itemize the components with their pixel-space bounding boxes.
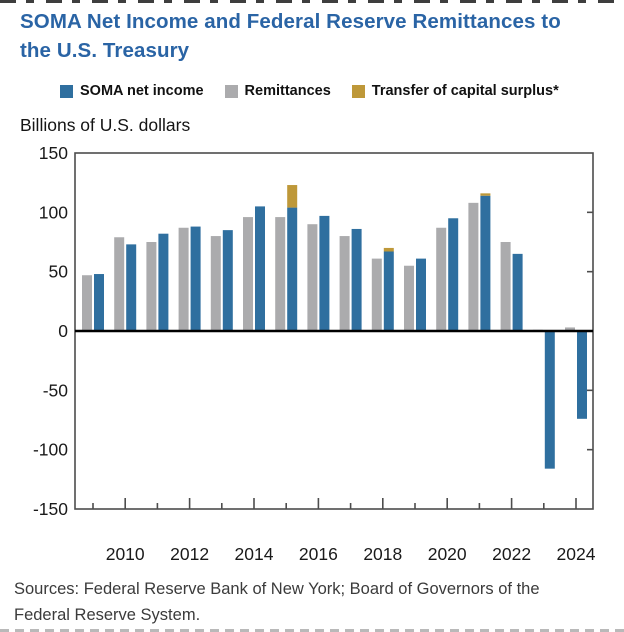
chart-legend: SOMA net income Remittances Transfer of …	[60, 83, 559, 99]
bar-soma-net-income-2016	[319, 215, 330, 331]
legend-item-soma-net-income: SOMA net income	[60, 83, 204, 99]
sources-line-2: Federal Reserve System.	[14, 605, 201, 624]
y-tick-label: 50	[49, 262, 69, 282]
chart-title: SOMA Net Income and Federal Reserve Remi…	[20, 10, 561, 62]
bar-soma-net-income-2024	[577, 331, 587, 419]
bar-soma-net-income-2012	[190, 226, 201, 331]
bar-soma-net-income-2023	[544, 331, 555, 469]
x-tick-label: 2016	[299, 544, 338, 564]
bar-soma-net-income-2010	[126, 244, 137, 331]
bar-soma-net-income-2021	[480, 195, 491, 331]
bar-remittances-2014	[243, 217, 253, 331]
bar-remittances-2020	[436, 227, 447, 331]
x-tick-label: 2014	[235, 544, 274, 564]
y-tick-label: 100	[39, 202, 68, 222]
bar-soma-net-income-2013	[222, 230, 233, 331]
bar-remittances-2024	[565, 327, 575, 331]
remittances-swatch-icon	[224, 84, 238, 98]
bar-remittances-2012	[178, 227, 189, 331]
bar-soma-net-income-2014	[255, 206, 265, 331]
legend-item-remittances: Remittances	[224, 83, 331, 99]
x-tick-label: 2018	[363, 544, 402, 564]
y-tick-label: -100	[33, 440, 68, 460]
bar-remittances-2017	[339, 236, 350, 331]
bar-soma-net-income-2011	[158, 233, 169, 331]
bar-remittances-2010	[114, 237, 125, 331]
x-tick-label: 2010	[106, 544, 145, 564]
bar-soma-net-income-2017	[351, 228, 362, 331]
sources-line-1: Sources: Federal Reserve Bank of New Yor…	[14, 580, 540, 598]
sources-note: Sources: Federal Reserve Bank of New Yor…	[14, 577, 616, 628]
bar-soma-net-income-2015	[287, 207, 298, 331]
bar-soma-net-income-2022	[512, 253, 523, 331]
soma-net-income-swatch-icon	[60, 84, 73, 98]
bar-soma-net-income-2019	[416, 258, 426, 331]
transfer-surplus-swatch-icon	[351, 84, 365, 98]
legend-label: SOMA net income	[80, 83, 204, 99]
bar-remittances-2015	[275, 217, 286, 331]
bar-transfer-capital-surplus-2021	[480, 193, 491, 196]
bar-remittances-2016	[307, 224, 318, 331]
bar-soma-net-income-2018	[383, 251, 394, 331]
x-tick-label: 2022	[492, 544, 531, 564]
cropped-content-bottom	[0, 629, 624, 632]
bar-remittances-2022	[500, 242, 511, 331]
x-tick-label: 2012	[170, 544, 209, 564]
bar-soma-net-income-2020	[448, 218, 459, 331]
bar-remittances-2021	[468, 202, 479, 331]
y-tick-label: 0	[58, 321, 68, 341]
y-axis-units-label: Billions of U.S. dollars	[20, 115, 191, 135]
x-tick-label: 2020	[428, 544, 467, 564]
cropped-content-top	[0, 0, 624, 3]
legend-label: Transfer of capital surplus*	[371, 83, 559, 99]
y-tick-label: 150	[39, 143, 68, 163]
y-tick-label: -150	[33, 499, 68, 519]
bar-remittances-2011	[146, 242, 157, 331]
bar-remittances-2018	[371, 258, 382, 331]
bar-transfer-capital-surplus-2015	[287, 185, 298, 208]
x-tick-label: 2024	[557, 544, 596, 564]
y-tick-label: -50	[43, 380, 69, 400]
bar-soma-net-income-2009	[94, 274, 104, 331]
bar-remittances-2013	[210, 236, 221, 331]
bar-transfer-capital-surplus-2018	[383, 247, 394, 252]
bar-remittances-2009	[82, 275, 92, 331]
legend-item-transfer-of-capital-surplus: Transfer of capital surplus*	[351, 83, 559, 99]
bar-remittances-2019	[404, 265, 414, 331]
legend-label: Remittances	[244, 83, 331, 99]
